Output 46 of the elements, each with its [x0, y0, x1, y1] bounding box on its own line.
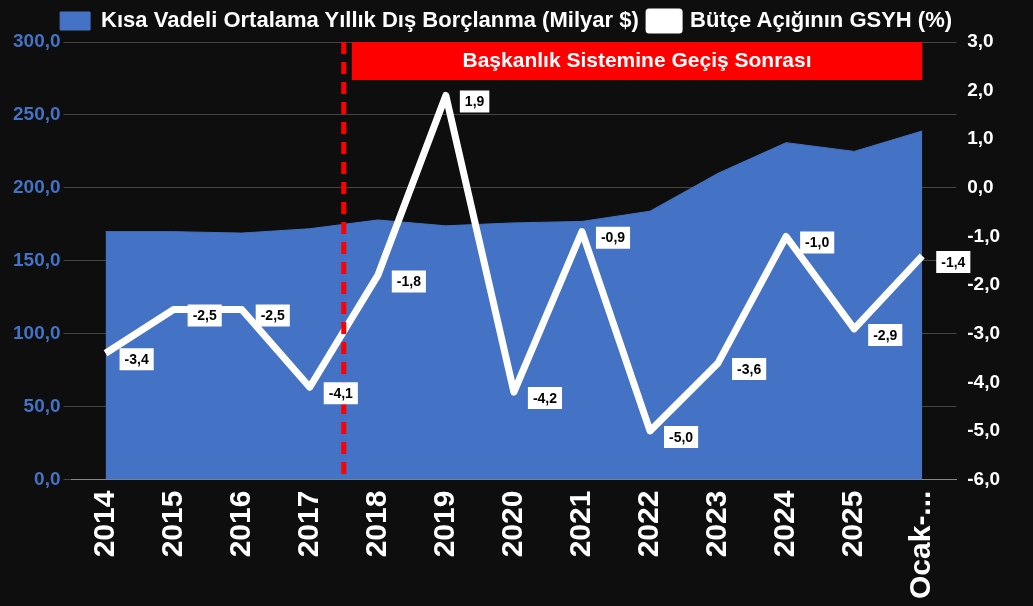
- y2-tick-label: -4,0: [967, 370, 1001, 392]
- x-tick-label: Ocak-...: [903, 490, 937, 600]
- y2-tick-label: -5,0: [967, 419, 1001, 441]
- data-label: -4,1: [328, 385, 354, 402]
- y-tick-label: 250,0: [13, 103, 61, 125]
- x-tick-label: 2017: [291, 490, 324, 558]
- data-label: -2,5: [260, 307, 286, 324]
- x-tick-label: 2022: [631, 490, 665, 558]
- y2-tick-label: 0,0: [967, 176, 994, 198]
- y2-tick-label: 1,0: [967, 127, 994, 149]
- data-label: 1,9: [464, 93, 485, 110]
- y2-tick-label: -2,0: [967, 273, 1001, 295]
- x-tick-label: 2025: [835, 490, 869, 558]
- data-label: -2,9: [873, 326, 898, 343]
- x-tick-label: 2016: [222, 490, 256, 558]
- x-tick-label: 2018: [359, 490, 393, 558]
- data-label: -3,6: [737, 360, 762, 377]
- y-tick-label: 200,0: [13, 176, 61, 198]
- data-label: -0,9: [600, 229, 626, 246]
- x-tick-label: 2014: [86, 490, 120, 558]
- legend-label: Kısa Vadeli Ortalama Yıllık Dış Borçlanma (Milyar $): [101, 7, 639, 33]
- x-tick-label: 2015: [154, 490, 188, 558]
- data-label: -4,2: [532, 389, 558, 406]
- y2-tick-label: -1,0: [967, 224, 1001, 246]
- x-tick-label: 2021: [563, 490, 597, 558]
- y2-tick-label: 2,0: [967, 78, 994, 100]
- data-label: -1,4: [941, 253, 966, 270]
- y-tick-label: 300,0: [13, 30, 61, 52]
- y2-tick-label: -3,0: [967, 321, 1001, 343]
- band-label: Başkanlık Sistemine Geçiş Sonrası: [462, 47, 812, 71]
- x-tick-label: 2019: [427, 490, 461, 558]
- y2-tick-label: 3,0: [967, 30, 994, 52]
- x-tick-label: 2024: [767, 490, 801, 558]
- data-label: -1,0: [805, 234, 830, 251]
- y-tick-label: 50,0: [23, 394, 61, 416]
- y-tick-label: 100,0: [13, 321, 61, 343]
- data-label: -5,0: [669, 428, 694, 445]
- y2-tick-label: -6,0: [967, 467, 1001, 489]
- y-tick-label: 0,0: [34, 467, 61, 489]
- data-label: -1,8: [396, 273, 422, 290]
- y-tick-label: 150,0: [13, 249, 61, 271]
- data-label: -3,4: [124, 351, 149, 368]
- legend-label: Bütçe Açığının GSYH (%): [690, 7, 953, 33]
- x-tick-label: 2023: [699, 490, 733, 558]
- data-label: -2,5: [192, 307, 217, 324]
- x-tick-label: 2020: [495, 490, 529, 558]
